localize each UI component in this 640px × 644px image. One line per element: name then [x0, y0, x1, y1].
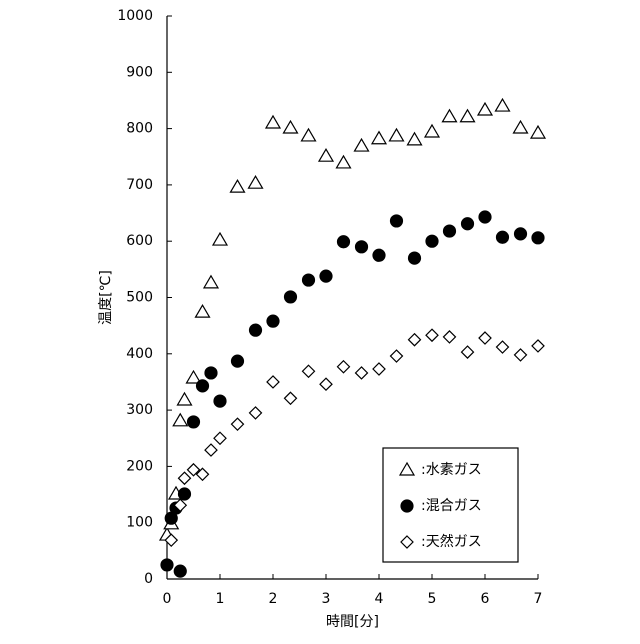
point — [336, 156, 350, 168]
legend-label: :混合ガス — [421, 498, 482, 514]
point — [389, 129, 403, 141]
point — [173, 414, 187, 426]
point — [205, 444, 217, 456]
legend-label: :水素ガス — [421, 462, 482, 478]
point — [283, 121, 297, 133]
point — [531, 126, 545, 138]
point — [178, 472, 190, 484]
point — [320, 378, 332, 390]
x-tick-label: 3 — [322, 591, 331, 607]
point — [408, 133, 422, 145]
y-tick-label: 500 — [126, 290, 153, 306]
point — [284, 392, 296, 404]
point — [390, 215, 402, 227]
y-tick-label: 800 — [126, 121, 153, 137]
y-tick-label: 200 — [126, 458, 153, 474]
point — [514, 121, 528, 133]
point — [496, 341, 508, 353]
point — [426, 235, 438, 247]
point — [197, 380, 209, 392]
point — [356, 241, 368, 253]
point — [249, 176, 263, 188]
y-tick-label: 600 — [126, 233, 153, 249]
x-tick-label: 1 — [216, 591, 225, 607]
point — [337, 361, 349, 373]
point — [214, 395, 226, 407]
point — [355, 139, 369, 151]
point — [462, 346, 474, 358]
point — [532, 232, 544, 244]
point — [356, 367, 368, 379]
point — [188, 416, 200, 428]
point — [204, 276, 218, 288]
point — [479, 211, 491, 223]
chart: 時間[分] 温度[℃] 0 100 200 300 400 500 600 700 800 900… — [0, 0, 640, 640]
point — [462, 218, 474, 230]
point — [266, 116, 280, 128]
point — [250, 407, 262, 419]
y-tick-label: 900 — [126, 64, 153, 80]
x-tick-label: 0 — [163, 591, 172, 607]
point — [390, 350, 402, 362]
point — [496, 231, 508, 243]
point — [373, 249, 385, 261]
point — [532, 340, 544, 352]
point — [372, 132, 386, 144]
point — [515, 349, 527, 361]
point — [442, 110, 456, 122]
point — [443, 331, 455, 343]
point — [267, 315, 279, 327]
point — [409, 334, 421, 346]
point — [425, 125, 439, 137]
point — [161, 559, 173, 571]
point — [177, 393, 191, 405]
x-tick-label: 2 — [269, 591, 278, 607]
point — [267, 376, 279, 388]
legend-label: :天然ガス — [421, 533, 482, 550]
x-axis-label: 時間[分] — [326, 614, 379, 630]
legend-marker — [401, 500, 413, 512]
y-tick-label: 300 — [126, 402, 153, 418]
point — [303, 365, 315, 377]
point — [515, 228, 527, 240]
point — [443, 225, 455, 237]
y-tick-label: 1000 — [117, 8, 153, 24]
point — [495, 99, 509, 111]
point — [196, 305, 210, 317]
y-axis-label: 温度[℃] — [98, 270, 114, 325]
x-tick-label: 6 — [481, 591, 490, 607]
x-tick-label: 4 — [375, 591, 384, 607]
point — [231, 418, 243, 430]
point — [230, 180, 244, 192]
point — [426, 329, 438, 341]
y-tick-label: 400 — [126, 346, 153, 362]
point — [409, 252, 421, 264]
y-tick-label: 0 — [144, 571, 153, 587]
point — [461, 110, 475, 122]
point — [214, 432, 226, 444]
point — [231, 355, 243, 367]
y-tick-label: 100 — [126, 515, 153, 531]
point — [373, 363, 385, 375]
point — [250, 324, 262, 336]
point — [174, 565, 186, 577]
point — [205, 367, 217, 379]
point — [178, 488, 190, 500]
point — [319, 149, 333, 161]
point — [213, 233, 227, 245]
point — [303, 274, 315, 286]
point — [479, 332, 491, 344]
point — [302, 129, 316, 141]
point — [284, 291, 296, 303]
x-tick-label: 7 — [534, 591, 543, 607]
x-tick-label: 5 — [428, 591, 437, 607]
point — [320, 270, 332, 282]
point — [478, 103, 492, 115]
y-tick-label: 700 — [126, 177, 153, 193]
point — [337, 236, 349, 248]
